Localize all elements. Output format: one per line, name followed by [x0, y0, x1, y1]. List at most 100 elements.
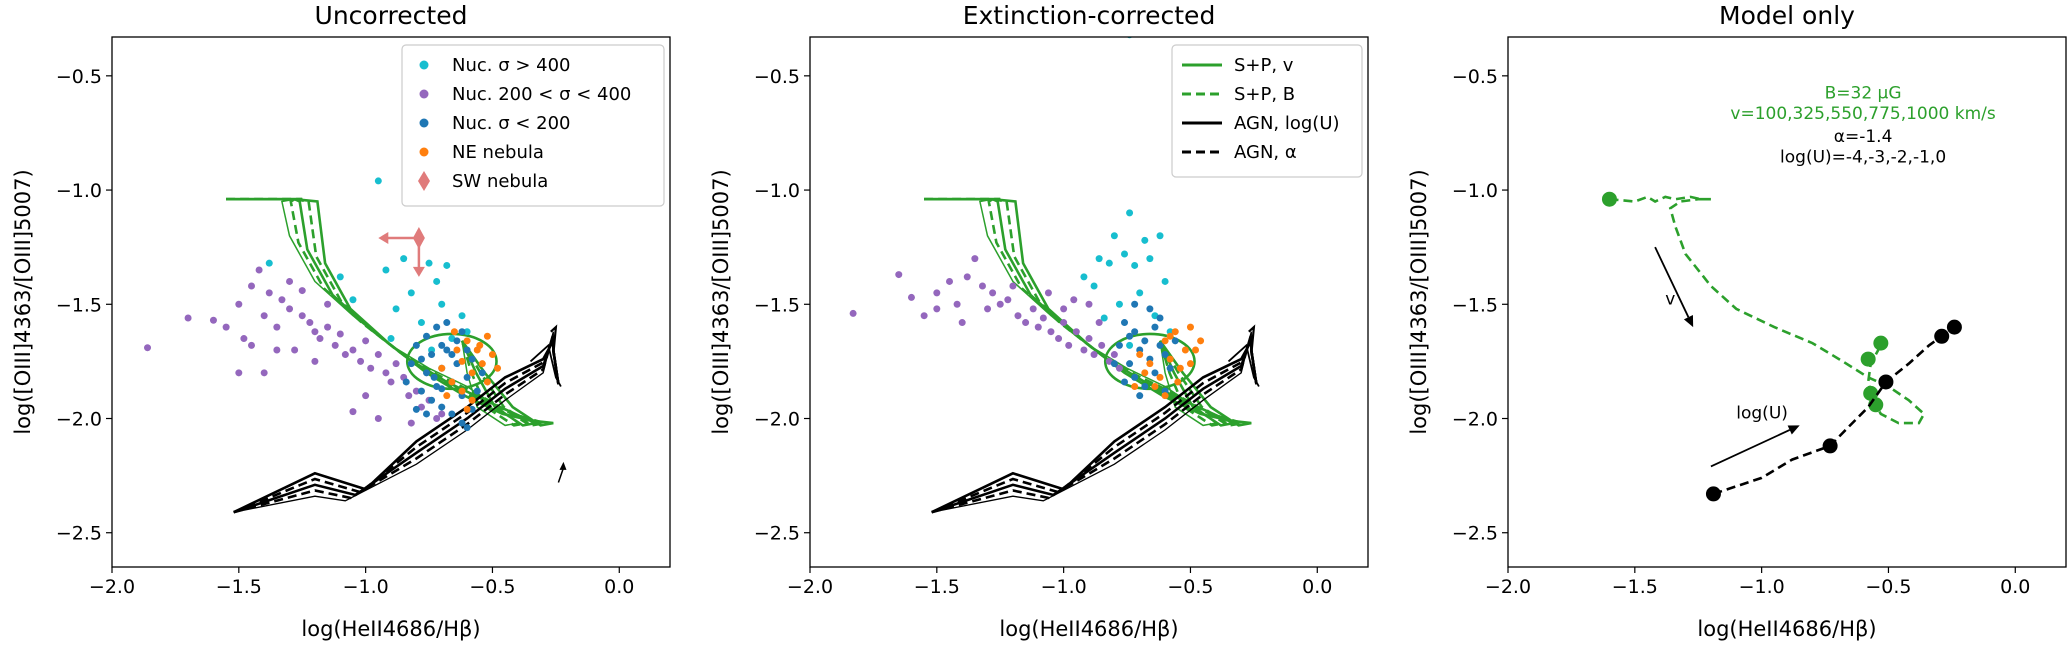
point-s1-12 — [286, 305, 294, 313]
y-axis-label: log([OIII]4363/[OIII]5007) — [709, 169, 733, 434]
point-s3-11 — [1161, 392, 1169, 400]
point-s1-14 — [1009, 282, 1017, 290]
point-s1-9 — [978, 282, 986, 290]
point-s2-24 — [407, 360, 415, 368]
point-s1-36 — [438, 410, 446, 418]
extinction-arrow-head — [559, 461, 567, 470]
point-s1-10 — [984, 305, 992, 313]
agn-logu-marker-0 — [1705, 486, 1721, 502]
point-s2-10 — [463, 373, 471, 381]
point-s2-12 — [473, 387, 481, 395]
plot-area: B=32 μGv=100,325,550,775,1000 km/s α=-1.4… — [1601, 84, 1996, 502]
legend-box — [401, 44, 665, 207]
point-s1-41 — [298, 287, 306, 295]
sp-model-curve-1 — [924, 197, 1229, 427]
point-s0-12 — [1161, 277, 1169, 285]
y-tick-label-2: −1.5 — [754, 294, 800, 316]
point-s1-30 — [1110, 351, 1118, 359]
point-s2-0 — [412, 341, 420, 349]
point-s1-27 — [1090, 351, 1098, 359]
agn-logu-marker-1 — [1822, 438, 1838, 454]
point-s3-6 — [1176, 364, 1184, 372]
point-s0-13 — [417, 319, 425, 327]
legend-label-2: Nuc. σ < 200 — [452, 113, 571, 134]
sp-v-marker-0 — [1601, 191, 1617, 207]
axes-frame — [809, 36, 1369, 568]
point-s3-16 — [1131, 383, 1139, 391]
sw-arrow-down-head — [412, 266, 425, 277]
point-s1-29 — [392, 360, 400, 368]
point-s2-22 — [1126, 332, 1134, 340]
point-s1-34 — [1044, 289, 1052, 297]
legend-marker-3 — [419, 147, 429, 157]
point-s1-16 — [311, 328, 319, 336]
point-s3-15 — [438, 364, 446, 372]
point-s1-31 — [1115, 364, 1123, 372]
point-s1-21 — [1055, 335, 1063, 343]
x-axis-label: log(HeII4686/Hβ) — [999, 617, 1178, 641]
axes-frame — [1507, 36, 2067, 568]
point-s0-13 — [1136, 289, 1144, 297]
legend: S+P, v S+P, B AGN, log(U) AGN, α — [1171, 44, 1363, 178]
point-s3-16 — [443, 392, 451, 400]
point-s1-15 — [306, 319, 314, 327]
legend-label-0: S+P, v — [1234, 55, 1294, 76]
annotation-5: log(U) — [1736, 404, 1788, 424]
sp-model-curve-3 — [226, 197, 545, 427]
point-s1-5 — [946, 277, 953, 285]
y-tick-label-2: −1.5 — [56, 294, 102, 316]
y-tick-label-1: −1.0 — [754, 180, 800, 202]
point-s1-28 — [387, 378, 395, 386]
point-s1-11 — [989, 289, 997, 297]
point-s2-9 — [1161, 351, 1169, 359]
point-s1-44 — [374, 415, 382, 423]
point-s2-31 — [463, 424, 471, 432]
x-tick-label-1: −1.5 — [1612, 576, 1658, 598]
panel-3: B=32 μGv=100,325,550,775,1000 km/s α=-1.4… — [1407, 1, 2067, 641]
x-tick-label-4: 0.0 — [1302, 576, 1332, 598]
point-s1-43 — [362, 392, 370, 400]
sp-v-marker-2 — [1873, 335, 1889, 351]
point-s1-3 — [222, 323, 230, 331]
point-s1-7 — [963, 273, 971, 281]
point-s3-14 — [463, 405, 471, 413]
point-s2-19 — [433, 323, 441, 331]
panel-1: −2.0 −1.5 −1.0 −0.5 0.0 −0.5 −1.0 −1.5 −2.0 −2.5 U… — [11, 1, 671, 641]
legend-marker-4 — [418, 171, 430, 191]
y-tick-label-0: −0.5 — [754, 66, 800, 88]
point-s2-21 — [453, 337, 461, 345]
y-tick-label-0: −0.5 — [56, 66, 102, 88]
point-s3-3 — [483, 332, 491, 340]
sw-arrow-left-head — [378, 232, 389, 245]
point-s2-11 — [1131, 373, 1139, 381]
x-tick-label-4: 0.0 — [604, 576, 634, 598]
point-s1-13 — [291, 346, 299, 354]
point-s1-17 — [1029, 305, 1037, 313]
point-s3-4 — [488, 351, 496, 359]
point-s1-33 — [1085, 300, 1093, 308]
sp-v-marker-1 — [1860, 351, 1876, 367]
point-s0-8 — [1131, 261, 1139, 269]
point-s3-6 — [468, 369, 476, 377]
point-s0-2 — [374, 177, 382, 185]
agn-model-curve-3 — [931, 338, 1258, 514]
point-s2-10 — [1166, 364, 1174, 372]
point-s3-10 — [468, 396, 476, 404]
x-axis-label: log(HeII4686/Hβ) — [301, 617, 480, 641]
x-axis-label: log(HeII4686/Hβ) — [1697, 617, 1876, 641]
point-s2-27 — [438, 341, 446, 349]
y-tick-label-4: −2.5 — [56, 523, 102, 545]
plot-area — [144, 177, 567, 514]
point-s3-4 — [1161, 337, 1169, 345]
legend-label-1: S+P, B — [1234, 84, 1295, 105]
point-s1-22 — [1060, 319, 1068, 327]
point-s2-33 — [438, 385, 446, 393]
agn-model-curve-5 — [1248, 324, 1256, 355]
y-tick-label-1: −1.0 — [1452, 180, 1498, 202]
trend-arrow-head-1 — [1787, 425, 1800, 435]
point-s1-37 — [958, 319, 966, 327]
y-tick-label-4: −2.5 — [754, 523, 800, 545]
point-s0-2 — [1110, 232, 1118, 240]
point-s1-14 — [298, 312, 306, 320]
